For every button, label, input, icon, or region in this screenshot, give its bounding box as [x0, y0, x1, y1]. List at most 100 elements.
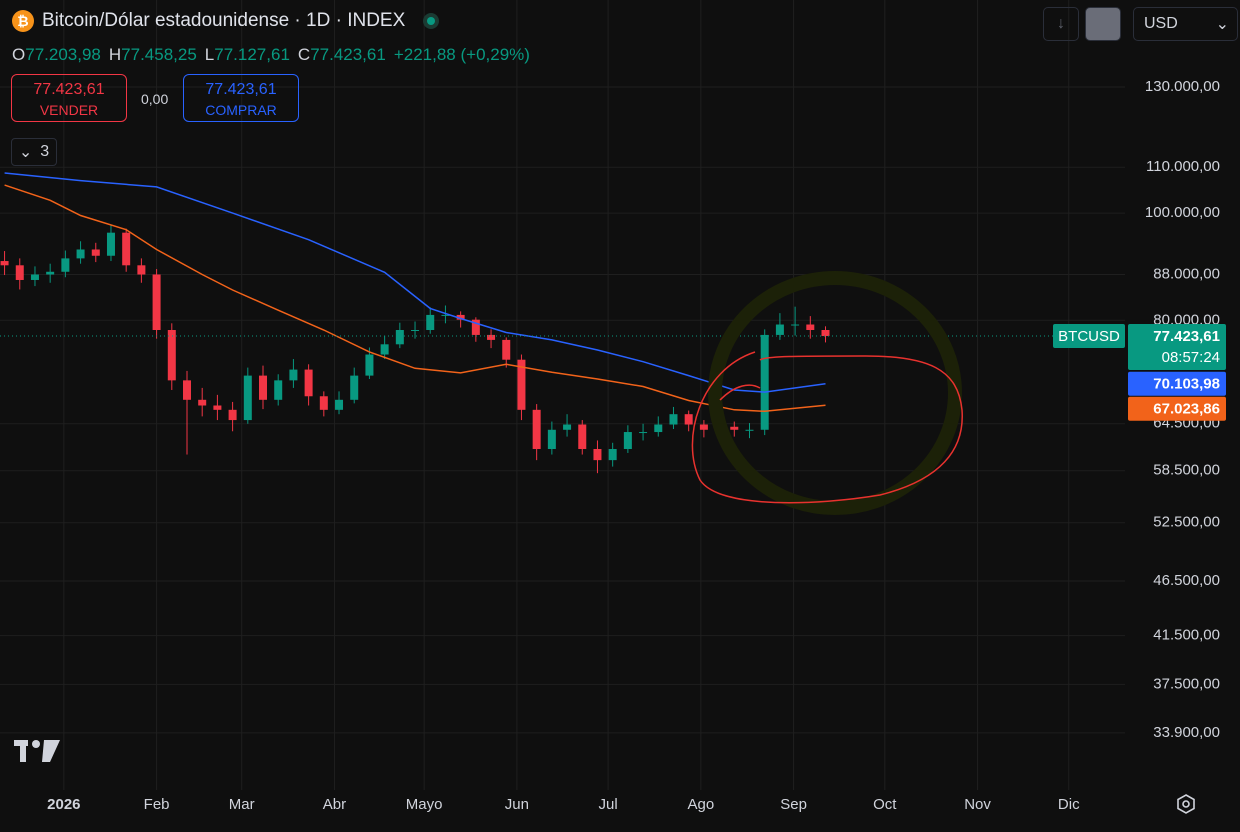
ohlc-key: O	[12, 45, 26, 64]
ohlc-high: H77.458,25	[109, 45, 197, 65]
x-tick-label: Feb	[144, 796, 170, 813]
candle-body	[319, 396, 328, 410]
candle-body	[547, 429, 556, 450]
candle-body	[563, 424, 572, 430]
candle-body	[684, 414, 693, 425]
candle-body	[76, 249, 85, 259]
candle-body	[304, 369, 313, 397]
sell-button[interactable]: 77.423,61 VENDER	[11, 74, 127, 122]
price-label: 67.023,86	[1153, 401, 1220, 418]
candle-body	[228, 409, 237, 421]
x-tick-label: Oct	[873, 796, 897, 813]
candle-body	[274, 380, 283, 400]
ohlc-value: 77.423,61	[310, 45, 386, 64]
ohlc-value: 77.203,98	[25, 45, 101, 64]
market-status[interactable]	[423, 13, 440, 29]
x-tick-label: Jul	[599, 796, 618, 813]
candle-body	[441, 314, 450, 316]
ohlc-key: L	[204, 45, 215, 64]
y-tick-label: 52.500,00	[1153, 514, 1220, 531]
candle-body	[730, 426, 739, 430]
candle-body	[699, 424, 708, 430]
x-tick-label: Abr	[323, 796, 346, 813]
buy-button[interactable]: 77.423,61 COMPRAR	[183, 74, 299, 122]
ohlc-value: 77.458,25	[121, 45, 197, 64]
candle-body	[243, 375, 252, 421]
x-tick-label: Ago	[687, 796, 714, 813]
price-label: 77.423,61	[1153, 328, 1220, 345]
candle-body	[15, 265, 24, 280]
indicators-toggle[interactable]: ⌄ 3	[11, 138, 57, 166]
symbol-header: ₿ Bitcoin/Dólar estadounidense · 1D · IN…	[12, 10, 440, 32]
candle-body	[471, 319, 480, 335]
candle-body	[608, 449, 617, 461]
chevron: ⌄	[18, 144, 33, 161]
candle-body	[198, 399, 207, 406]
currency-select[interactable]: USD ⌄	[1133, 7, 1238, 41]
candle-body	[137, 265, 146, 275]
candle-body	[654, 424, 663, 433]
y-tick-label: 130.000,00	[1145, 78, 1220, 95]
candle-body	[91, 249, 100, 256]
y-tick-label: 110.000,00	[1146, 158, 1220, 175]
y-tick-label: 80.000,00	[1153, 311, 1220, 328]
tv-logo	[14, 740, 60, 762]
drawing-circle	[691, 351, 963, 504]
settings-icon[interactable]	[1177, 794, 1195, 814]
candle-body	[578, 424, 587, 450]
ohlc-row: O77.203,98 H77.458,25 L77.127,61 C77.423…	[12, 45, 530, 65]
y-tick-label: 37.500,00	[1153, 675, 1220, 692]
symbol-tag-label: BTCUSD	[1058, 328, 1120, 345]
ohlc-close: C77.423,61	[298, 45, 386, 65]
candle-body	[669, 414, 678, 425]
candle-body	[639, 432, 648, 434]
candle-body	[517, 359, 526, 410]
x-tick-label: Dic	[1058, 796, 1080, 813]
price-label: 70.103,98	[1153, 376, 1220, 393]
grid	[0, 0, 1125, 790]
candle-body	[259, 375, 268, 400]
x-tick-label: Mar	[229, 796, 255, 813]
y-tick-label: 100.000,00	[1145, 204, 1220, 221]
price-axis: 130.000,00 110.000,00 100.000,00 88.000,00 8…	[47, 78, 1226, 813]
ohlc-low: L77.127,61	[205, 45, 290, 65]
x-tick-label: Jun	[505, 796, 529, 813]
candle-body	[487, 334, 496, 340]
y-tick-label: 46.500,00	[1153, 572, 1220, 589]
candle-body	[365, 354, 374, 376]
candle-body	[46, 271, 55, 275]
candle-body	[182, 380, 191, 400]
candle-body	[335, 399, 344, 410]
candle-body	[593, 449, 602, 461]
candle-body	[623, 432, 632, 450]
drawing-shadow	[708, 271, 962, 515]
drawing-stroke	[719, 384, 761, 401]
symbol-tag	[1053, 324, 1125, 349]
x-tick-label: 2026	[47, 796, 80, 813]
candle-body	[395, 329, 404, 345]
candle-body	[61, 258, 70, 272]
bitcoin-icon: ₿	[12, 10, 34, 32]
layout-button[interactable]	[1085, 7, 1121, 41]
buy-price: 77.423,61	[205, 81, 277, 98]
candle-body	[745, 429, 754, 431]
candle-body	[791, 324, 800, 326]
candle-body	[426, 314, 435, 330]
candle-body	[760, 334, 769, 430]
candle-body	[106, 232, 115, 256]
ohlc-key: C	[297, 45, 311, 64]
scroll-button[interactable]: ↓	[1043, 7, 1079, 41]
spread: 0,00	[141, 91, 169, 107]
buy-label: COMPRAR	[205, 102, 277, 118]
candle-body	[806, 324, 815, 330]
y-tick-label: 88.000,00	[1153, 265, 1220, 282]
candle-body	[532, 409, 541, 450]
ohlc-value: 77.127,61	[214, 45, 290, 64]
y-tick-label: 58.500,00	[1153, 462, 1220, 479]
candle-body	[30, 274, 39, 280]
y-tick-label: 41.500,00	[1153, 627, 1220, 644]
